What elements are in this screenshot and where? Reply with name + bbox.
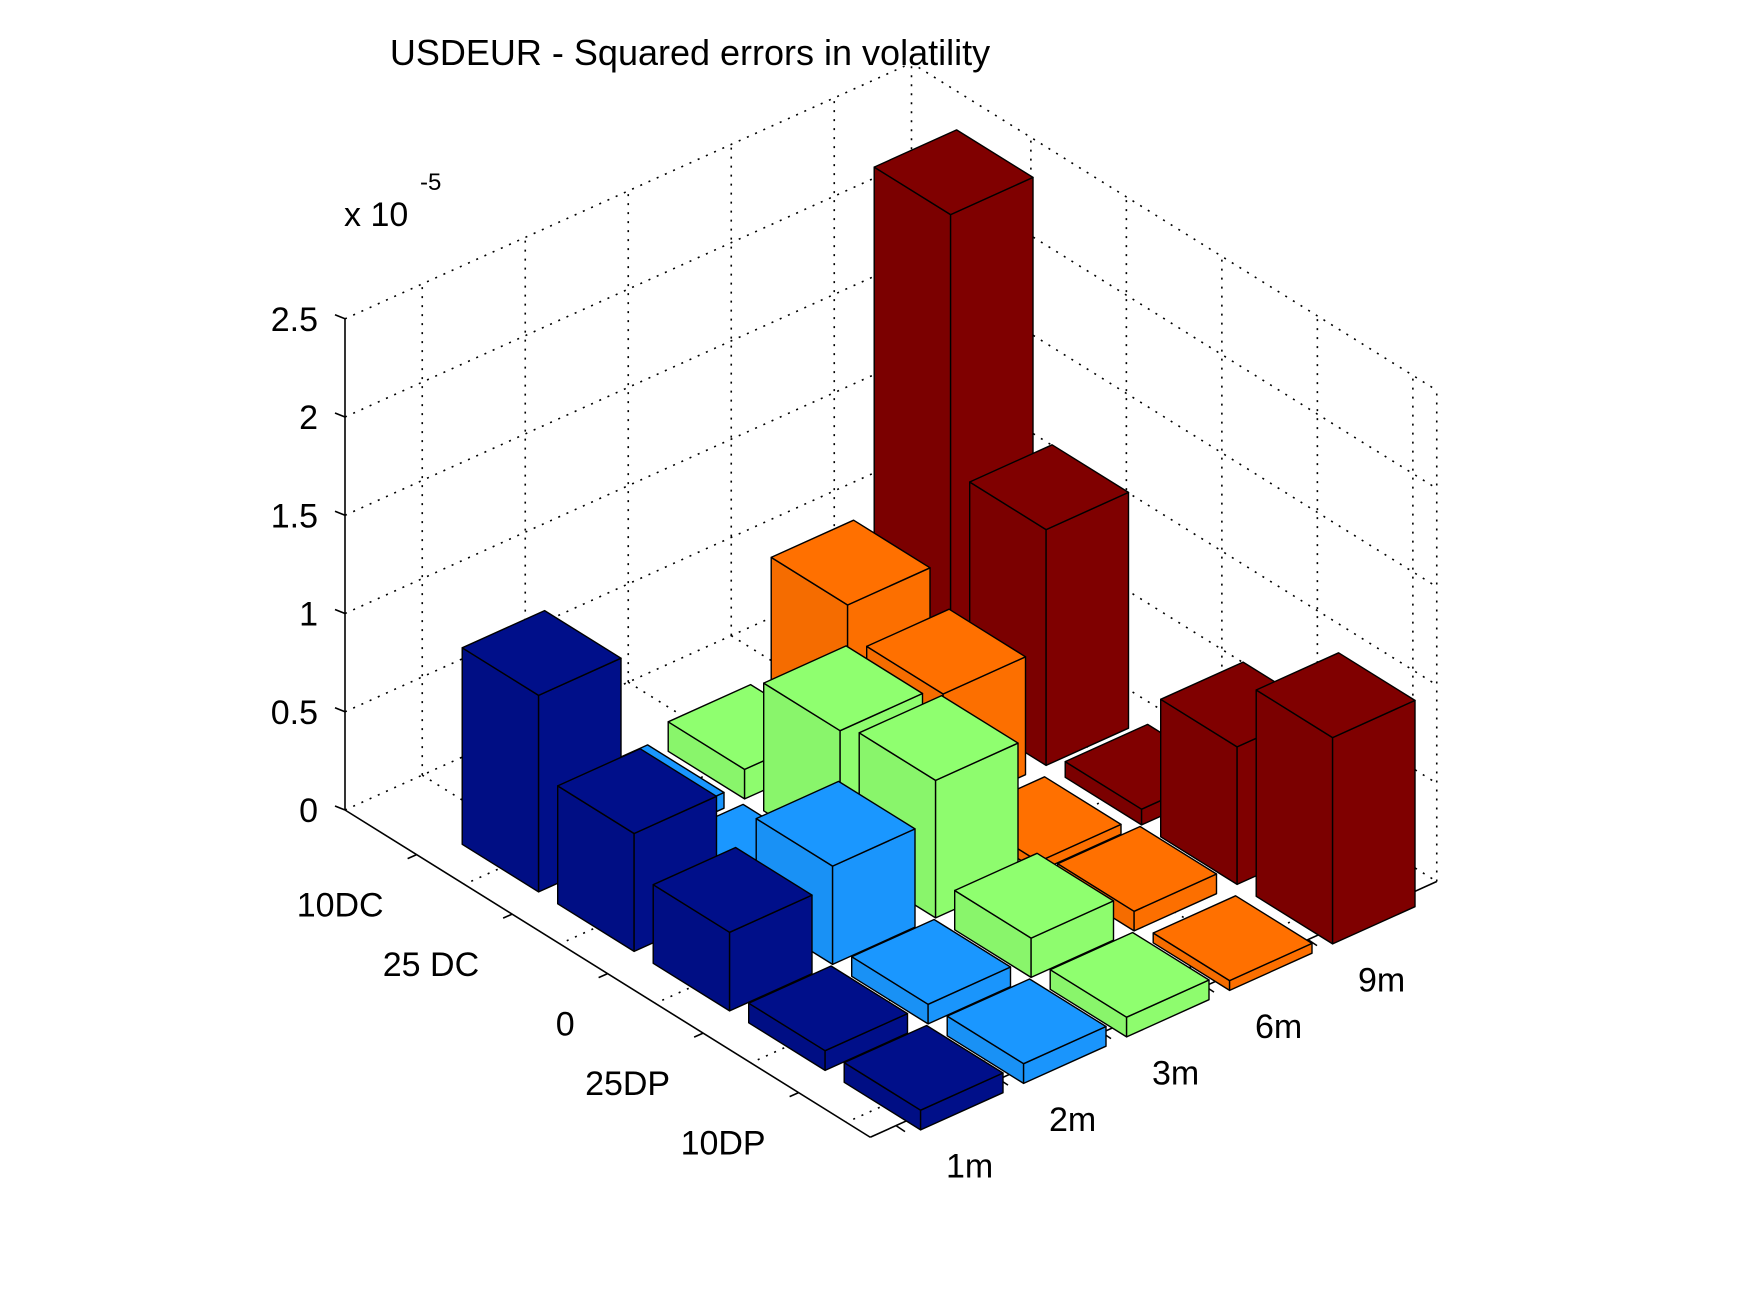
bar-10DP-6m: [1152, 895, 1313, 992]
bar-top-face: [1056, 825, 1218, 912]
bar-top-face: [946, 978, 1107, 1065]
z-tick-mark: [334, 805, 346, 811]
bar-top-face: [1049, 931, 1210, 1018]
z-gridline: [344, 62, 1438, 391]
z-tick-label: 2: [299, 399, 318, 437]
column-tick-mark: [895, 1124, 906, 1133]
bar-top-face: [873, 129, 1034, 216]
bar-25DP-3m: [954, 852, 1115, 979]
bar-top-face: [748, 965, 909, 1052]
row-tick-label: 10DP: [681, 1125, 766, 1163]
z-tick-label: 2.5: [271, 301, 318, 339]
z-tick-mark: [334, 314, 346, 320]
column-tick-mark: [1307, 938, 1318, 947]
bar-top-face: [652, 846, 813, 933]
row-tick-mark: [502, 913, 513, 919]
column-tick-label: 6m: [1255, 1008, 1302, 1046]
z-axis-multiplier-exponent: -5: [420, 169, 441, 196]
row-tick-label: 25DP: [585, 1065, 670, 1103]
bar-top-face: [954, 852, 1115, 939]
bar-top-face: [866, 608, 1027, 695]
row-tick-mark: [789, 1091, 799, 1098]
column-tick-label: 9m: [1358, 962, 1405, 1000]
bar-top-face: [858, 694, 1019, 782]
column-tick-label: 2m: [1049, 1101, 1096, 1139]
z-tick-label: 1.5: [271, 497, 318, 535]
row-tick-mark: [407, 853, 417, 860]
column-tick-label: 3m: [1152, 1055, 1199, 1093]
row-tick-label: 10DC: [297, 887, 384, 925]
z-tick-label: 0: [299, 792, 318, 830]
row-tick-label: 0: [556, 1006, 575, 1044]
bar-10DP-2m: [946, 978, 1107, 1085]
row-tick-label: 25 DC: [383, 946, 479, 984]
z-tick-mark: [334, 412, 346, 418]
bar-top-face: [755, 780, 916, 867]
bar-top-face: [969, 444, 1130, 531]
row-tick-mark: [693, 1032, 704, 1038]
chart-title: USDEUR - Squared errors in volatility: [390, 32, 990, 73]
bar-25DP-2m: [851, 918, 1012, 1025]
bar-top-face: [851, 918, 1012, 1005]
bar-front-face: [1045, 491, 1130, 767]
bar-top-face: [763, 645, 924, 732]
z-tick-label: 0.5: [271, 694, 318, 732]
bar-0-1m: [652, 846, 813, 1012]
bar-top-face: [557, 748, 718, 835]
z-tick-mark: [334, 510, 346, 516]
z-tick-mark: [334, 608, 346, 615]
bar-25DP-1m: [748, 965, 909, 1072]
z-tick-mark: [334, 707, 346, 713]
bar-10DP-9m: [1255, 652, 1416, 945]
row-tick-mark: [598, 972, 608, 979]
bar-10DP-3m: [1049, 931, 1210, 1038]
z-tick-label: 1: [299, 596, 318, 634]
bar-top-face: [461, 609, 622, 697]
bar-top-face: [843, 1024, 1004, 1111]
bar-top-face: [1152, 895, 1313, 982]
tick-labels-layer: 0 0.5 1 1.5 2 2.5 10DC 25 DC 0 25DP 10DP 1m 2m 3m 6m 9m: [271, 301, 1406, 1186]
z-axis-multiplier: x 10: [344, 196, 408, 234]
bar-top-face: [1255, 652, 1416, 739]
bar-front-face: [1331, 699, 1416, 945]
bar-top-face: [770, 519, 931, 606]
bar-10DP-1m: [843, 1024, 1004, 1131]
bars-layer: [461, 129, 1416, 1131]
column-tick-label: 1m: [946, 1148, 993, 1186]
